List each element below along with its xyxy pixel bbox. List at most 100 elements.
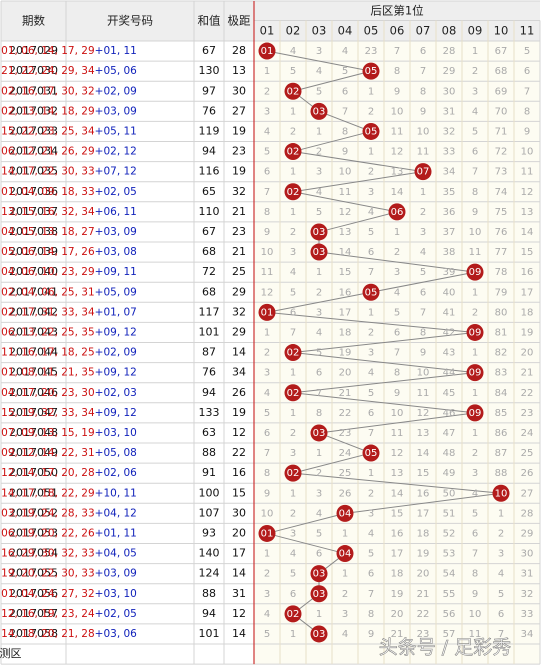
issue: 2017043 xyxy=(9,325,58,338)
back-numbers: +09, 12 xyxy=(95,367,137,379)
miss-count: 81 xyxy=(495,327,508,338)
issue: 2017040 xyxy=(9,265,58,278)
miss-count: 19 xyxy=(391,589,404,600)
header-cell: 03 xyxy=(312,24,327,38)
miss-count: 2 xyxy=(290,428,296,439)
miss-count: 80 xyxy=(495,307,508,318)
miss-count: 4 xyxy=(316,66,322,77)
miss-count: 1 xyxy=(290,629,296,640)
front-numbers: 01, 04, 09, 18, 33 xyxy=(1,186,95,198)
miss-count: 33 xyxy=(443,147,456,158)
front-numbers: 04, 05, 13, 18, 27 xyxy=(1,226,95,238)
miss-count: 7 xyxy=(264,448,270,459)
draw-numbers: 04, 17, 20, 23, 30+02, 03 xyxy=(1,387,137,399)
issue: 2017033 xyxy=(9,124,58,137)
hit-number: 04 xyxy=(339,508,352,519)
miss-count: 13 xyxy=(391,468,404,479)
sum: 130 xyxy=(199,64,220,77)
miss-count: 6 xyxy=(290,307,296,318)
miss-count: 3 xyxy=(368,348,374,359)
miss-count: 4 xyxy=(264,388,270,399)
hit-number: 09 xyxy=(469,327,482,338)
sum: 100 xyxy=(199,486,220,499)
miss-count: 3 xyxy=(498,549,504,560)
front-numbers: 19, 20, 22, 30, 33 xyxy=(1,568,95,580)
miss-count: 3 xyxy=(264,368,270,379)
miss-count: 2 xyxy=(472,448,478,459)
miss-count: 12 xyxy=(261,287,274,298)
miss-count: 2 xyxy=(264,86,270,97)
draw-numbers: 06, 13, 22, 25, 35+09, 12 xyxy=(1,326,137,338)
miss-count: 13 xyxy=(521,207,534,218)
miss-count: 7 xyxy=(420,307,426,318)
miss-count: 24 xyxy=(521,428,534,439)
draw-numbers: 14, 17, 18, 22, 29+10, 11 xyxy=(1,487,137,499)
front-numbers: 05, 06, 14, 17, 26 xyxy=(1,246,95,258)
miss-count: 86 xyxy=(495,428,508,439)
range: 16 xyxy=(232,466,246,479)
front-numbers: 14, 17, 22, 30, 33 xyxy=(1,166,95,178)
back-numbers: +10, 11 xyxy=(95,487,137,499)
miss-count: 8 xyxy=(264,468,270,479)
range: 15 xyxy=(232,486,246,499)
miss-count: 32 xyxy=(521,589,534,600)
miss-count: 27 xyxy=(521,488,534,499)
miss-count: 12 xyxy=(521,187,534,198)
miss-count: 1 xyxy=(316,609,322,620)
draw-numbers: 12, 14, 17, 20, 28+02, 06 xyxy=(1,467,137,479)
miss-count: 13 xyxy=(417,428,430,439)
miss-count: 12 xyxy=(417,408,430,419)
miss-count: 35 xyxy=(443,187,456,198)
miss-count: 4 xyxy=(342,46,348,57)
miss-count: 73 xyxy=(495,167,508,178)
sum: 107 xyxy=(199,506,220,519)
hit-ball xyxy=(466,323,484,341)
issue: 2017031 xyxy=(9,84,58,97)
miss-count: 18 xyxy=(339,327,352,338)
sum: 93 xyxy=(202,526,216,539)
miss-count: 77 xyxy=(495,247,508,258)
miss-count: 20 xyxy=(417,569,430,580)
issue: 2017053 xyxy=(9,526,58,539)
issue: 2017055 xyxy=(9,567,58,580)
miss-count: 78 xyxy=(495,267,508,278)
hit-ball xyxy=(310,585,328,603)
hit-number: 01 xyxy=(261,528,274,539)
miss-count: 6 xyxy=(524,66,530,77)
range: 20 xyxy=(232,526,246,539)
header-cell: 11 xyxy=(520,24,535,38)
hit-number: 04 xyxy=(339,549,352,560)
miss-count: 11 xyxy=(469,247,482,258)
miss-count: 6 xyxy=(420,287,426,298)
miss-count: 31 xyxy=(443,106,456,117)
miss-count: 6 xyxy=(394,327,400,338)
range: 32 xyxy=(232,305,246,318)
miss-count: 3 xyxy=(420,227,426,238)
miss-count: 54 xyxy=(443,569,456,580)
back-numbers: +02, 06 xyxy=(95,467,138,479)
miss-count: 2 xyxy=(316,287,322,298)
miss-count: 4 xyxy=(264,609,270,620)
issue: 2017029 xyxy=(9,44,58,57)
miss-count: 3 xyxy=(368,187,374,198)
sum: 65 xyxy=(202,185,216,198)
issue: 2017057 xyxy=(9,607,58,620)
sum: 67 xyxy=(202,44,216,57)
draw-numbers: 04, 06, 10, 23, 29+09, 11 xyxy=(1,266,137,278)
hit-ball xyxy=(284,464,302,482)
range: 19 xyxy=(232,124,246,137)
miss-count: 11 xyxy=(391,126,404,137)
miss-count: 6 xyxy=(316,368,322,379)
draw-numbers: 02, 16, 17, 30, 32+02, 09 xyxy=(1,85,137,97)
miss-count: 26 xyxy=(339,488,352,499)
miss-count: 7 xyxy=(472,167,478,178)
miss-count: 1 xyxy=(498,508,504,519)
header-cell: 01 xyxy=(260,24,275,38)
miss-count: 19 xyxy=(339,348,352,359)
forecast-label: 预测区 xyxy=(0,647,22,660)
miss-count: 5 xyxy=(394,307,400,318)
front-numbers: 06, 13, 22, 25, 35 xyxy=(1,326,95,338)
miss-count: 5 xyxy=(472,508,478,519)
miss-count: 38 xyxy=(443,247,456,258)
sum: 101 xyxy=(199,325,220,338)
